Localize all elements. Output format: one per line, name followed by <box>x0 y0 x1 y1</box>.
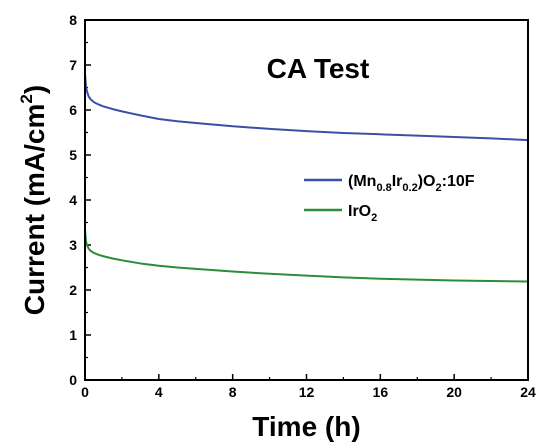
y-tick-label: 4 <box>69 192 77 208</box>
y-tick-label: 7 <box>69 57 77 73</box>
y-tick-label: 5 <box>69 147 77 163</box>
y-tick-label: 6 <box>69 102 77 118</box>
x-tick-label: 8 <box>229 384 237 400</box>
annotation-ca-test: CA Test <box>267 53 370 84</box>
plot-frame <box>84 19 529 381</box>
legend-label-series-1: (Mn0.8Ir0.2)O2:10F <box>348 173 475 194</box>
x-tick-label: 20 <box>446 384 462 400</box>
series-layer <box>84 73 529 283</box>
y-tick-label: 0 <box>69 372 77 388</box>
series-line-1 <box>84 73 529 142</box>
x-tick-label: 12 <box>299 384 315 400</box>
x-tick-label: 16 <box>373 384 389 400</box>
y-tick-label: 1 <box>69 327 77 343</box>
x-tick-label: 0 <box>81 384 89 400</box>
y-tick-label: 3 <box>69 237 77 253</box>
x-tick-label: 24 <box>520 384 536 400</box>
x-tick-label: 4 <box>155 384 163 400</box>
y-axis-ticks: 0 1 2 3 4 5 6 7 8 <box>69 12 91 388</box>
legend-label-series-2: IrO2 <box>348 203 377 224</box>
y-tick-label: 2 <box>69 282 77 298</box>
series-line-2 <box>84 229 529 283</box>
x-axis-ticks: 0 4 8 12 16 20 24 <box>81 374 536 400</box>
y-tick-label: 8 <box>69 12 77 28</box>
legend: (Mn0.8Ir0.2)O2:10F IrO2 <box>304 173 475 224</box>
y-axis-title: Current (mA/cm2) <box>17 85 50 315</box>
x-axis-title: Time (h) <box>252 411 360 442</box>
